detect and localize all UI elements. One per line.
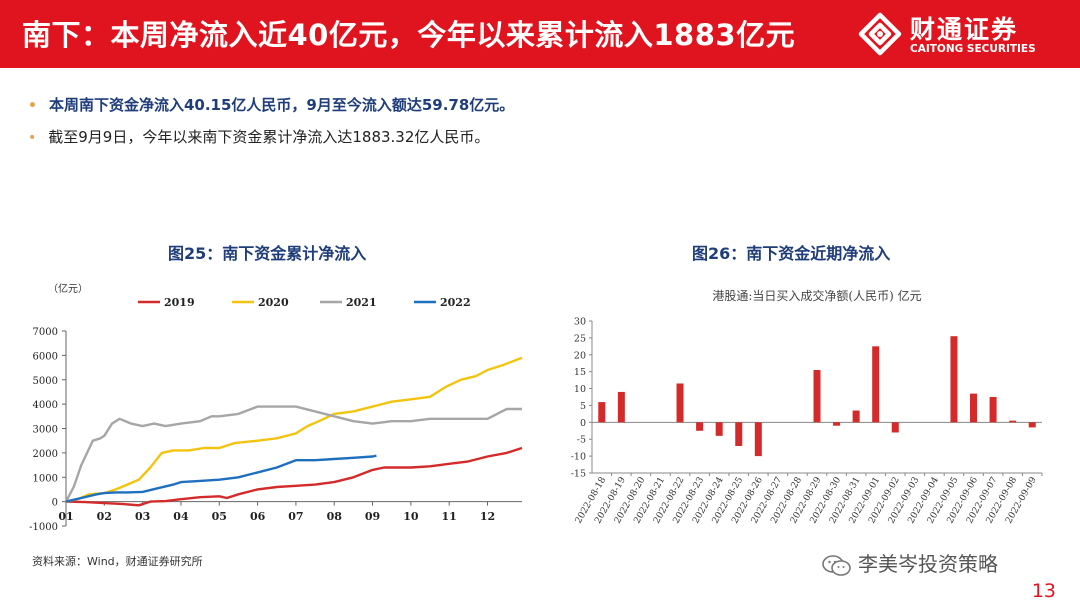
legend-label-2019: 2019 — [164, 296, 195, 309]
data-source-note: 资料来源：Wind，财通证券研究所 — [32, 555, 203, 568]
legend-label-2021: 2021 — [346, 296, 377, 309]
bar-2022-08-31 — [852, 410, 860, 423]
x-tick-label: 07 — [288, 510, 303, 523]
y-tick-label: 25 — [574, 333, 586, 344]
bar-2022-09-05 — [950, 336, 958, 423]
bar-2022-08-19 — [617, 391, 625, 423]
cumulative-flow-line-chart: （亿元） 2019 2020 2021 2022 -1000 0 1000 2000 3000 40… — [29, 282, 523, 530]
y-tick-label: 0 — [580, 418, 586, 429]
y-tick-label: 10 — [574, 384, 586, 395]
logo-mark-icon — [858, 12, 902, 56]
y-tick-label: 5 — [580, 401, 586, 412]
company-logo: 财通证券 CAITONG SECURITIES — [858, 10, 1058, 60]
bullet-dot-icon: • — [28, 98, 37, 114]
watermark: 李美岑投资策略 — [822, 548, 998, 578]
series-line-2022 — [65, 454, 377, 503]
y-tick-label: 2000 — [33, 449, 58, 460]
bar-2022-09-09 — [1028, 422, 1036, 428]
bullet-point-2: • 截至9月9日，今年以来南下资金累计净流入达1883.32亿人民币。 — [28, 126, 489, 147]
y-tick-label: 30 — [574, 317, 586, 328]
x-tick-label: 10 — [403, 510, 419, 523]
x-tick-label: 05 — [212, 510, 227, 523]
bullet-text-2: 截至9月9日，今年以来南下资金累计净流入达1883.32亿人民币。 — [48, 128, 490, 146]
watermark-text: 李美岑投资策略 — [858, 552, 998, 576]
title-bar: 南下：本周净流入近40亿元，今年以来累计流入1883亿元 财通证券 CAITON… — [0, 0, 1080, 68]
legend-label-2022: 2022 — [440, 296, 471, 309]
y-tick-label: 1000 — [33, 473, 58, 484]
bar-2022-08-30 — [833, 422, 841, 426]
y-tick-label: 0 — [52, 498, 58, 509]
x-tick-label: 08 — [327, 510, 343, 523]
y-tick-label: -5 — [577, 435, 586, 446]
y-tick-label: -15 — [571, 469, 586, 480]
bar-2022-09-02 — [891, 422, 899, 433]
logo-text-cn: 财通证券 — [910, 15, 1019, 44]
y-tick-label: 3000 — [33, 425, 58, 436]
bar-2022-08-18 — [598, 402, 606, 423]
y-tick-label: 15 — [574, 367, 586, 378]
bar-2022-08-23 — [696, 422, 704, 431]
x-tick-label: 03 — [135, 510, 150, 523]
legend-label-2020: 2020 — [258, 296, 289, 309]
wechat-icon — [822, 554, 851, 576]
bar-2022-09-01 — [872, 346, 880, 423]
bar-2022-08-29 — [813, 369, 821, 423]
y-tick-label: 4000 — [33, 400, 58, 411]
series-line-2019 — [65, 446, 523, 507]
y-tick-label: -10 — [571, 452, 586, 463]
chart-title-cumulative: 图25：南下资金累计净流入 — [168, 244, 367, 263]
bar-2022-09-06 — [970, 393, 978, 423]
x-tick-label: 12 — [480, 510, 495, 523]
bar-2022-08-24 — [715, 422, 723, 436]
bar-2022-09-07 — [989, 397, 997, 423]
bullet-dot-icon: • — [28, 130, 37, 146]
bar-2022-08-25 — [735, 422, 743, 446]
x-tick-label: 02 — [97, 510, 112, 523]
series-line-2021 — [64, 405, 522, 503]
y-tick-label: 20 — [574, 350, 586, 361]
bar-2022-08-22 — [676, 383, 684, 423]
chart-title-recent: 图26：南下资金近期净流入 — [692, 244, 891, 263]
x-tick-label: 06 — [250, 510, 266, 523]
bullet-text-1: 本周南下资金净流入40.15亿人民币，9月至今流入额达59.78亿元。 — [48, 96, 515, 114]
bar-2022-09-08 — [1009, 420, 1017, 423]
page-title: 南下：本周净流入近40亿元，今年以来累计流入1883亿元 — [22, 18, 796, 52]
y-unit-label: （亿元） — [48, 282, 88, 295]
y-tick-label: -1000 — [29, 522, 58, 530]
page-number: 13 — [1031, 580, 1056, 602]
y-tick-label: 7000 — [33, 327, 58, 338]
x-tick-label: 09 — [365, 510, 380, 523]
y-tick-label: 6000 — [33, 351, 58, 362]
x-tick-label: 11 — [442, 510, 457, 523]
logo-text-en: CAITONG SECURITIES — [910, 43, 1036, 55]
x-tick-label: 04 — [173, 510, 189, 523]
recent-flow-bar-chart: 港股通:当日买入成交净额(人民币) 亿元 -15 -10 -5 0 5 10 15 20 25 30… — [571, 288, 1043, 525]
bar-2022-08-26 — [754, 422, 762, 457]
series-line-2020 — [65, 356, 523, 503]
bar-chart-subtitle: 港股通:当日买入成交净额(人民币) 亿元 — [712, 288, 921, 303]
bullet-point-1: • 本周南下资金净流入40.15亿人民币，9月至今流入额达59.78亿元。 — [28, 94, 514, 115]
x-tick-label: 01 — [58, 510, 73, 523]
y-tick-label: 5000 — [33, 376, 58, 387]
